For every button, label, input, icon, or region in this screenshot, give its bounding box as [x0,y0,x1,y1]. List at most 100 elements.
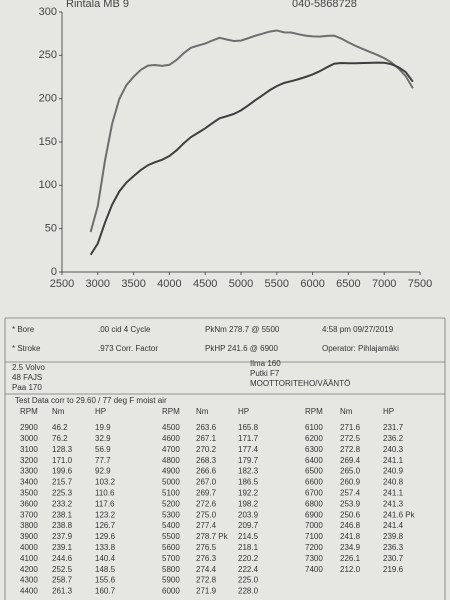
table-cell: 236.3 [383,543,404,552]
table-cell: 6300 [305,445,323,454]
table-cell: 4000 [20,543,38,552]
table-cell: 238.1 [52,510,73,519]
table-cell: 276.3 [196,554,217,563]
table-cell: 272.5 [340,434,361,443]
table-cell: 241.4 [383,521,404,530]
table-cell: 6700 [305,489,323,498]
table-cell: 3900 [20,532,38,541]
table-cell: 77.7 [95,456,111,465]
table-cell: 265.0 [340,467,361,476]
table-cell: 5600 [162,543,180,552]
info: 2.5 Volvo [12,363,45,372]
table-cell: 6200 [305,434,323,443]
phone: 040-5868728 [292,0,357,10]
table-cell: 6400 [305,456,323,465]
table-cell: 241.1 [383,456,404,465]
table-cell: 123.2 [95,510,116,519]
table-cell: 7400 [305,565,323,574]
table-cell: 177.4 [238,445,259,454]
table-cell: 4700 [162,445,180,454]
table-cell: 3100 [20,445,38,454]
table-caption: Test Data corr to 29.60 / 77 deg F moist… [15,396,167,405]
table-cell: 268.3 [196,456,217,465]
table-cell: 5400 [162,521,180,530]
info: PkHP 241.6 @ 6900 [205,344,278,353]
y-tick-label: 300 [39,6,57,18]
table-cell: 267.0 [196,478,217,487]
x-tick-label: 2500 [50,278,74,290]
table-cell: 260.9 [340,478,361,487]
info: * Stroke [12,344,41,353]
table-cell: 160.7 [95,587,116,596]
table-cell: 267.1 [196,434,217,443]
table-cell: 277.4 [196,521,217,530]
column-header: Nm [340,407,353,416]
table-cell: 275.0 [196,510,217,519]
table-cell: 4600 [162,434,180,443]
table-cell: 269.4 [340,456,361,465]
table-cell: 4200 [20,565,38,574]
table-cell: 5700 [162,554,180,563]
x-tick-label: 6000 [300,278,324,290]
info: Putki F7 [250,369,280,378]
column-header: RPM [305,407,323,416]
table-cell: 3700 [20,510,38,519]
table-cell: 155.6 [95,576,116,585]
table-cell: 228.0 [238,587,259,596]
table-cell: 3000 [20,434,38,443]
table-cell: 5000 [162,478,180,487]
table-cell: 7300 [305,554,323,563]
table-cell: 274.4 [196,565,217,574]
table-cell: 179.7 [238,456,259,465]
table-cell: 171.7 [238,434,259,443]
table-cell: 3300 [20,467,38,476]
column-header: HP [95,407,106,416]
table-cell: 278.7 Pk [196,532,229,541]
table-cell: 32.9 [95,434,111,443]
table-cell: 7200 [305,543,323,552]
table-cell: 257.4 [340,489,361,498]
info: PkNm 278.7 @ 5500 [205,325,280,334]
table-cell: 252.5 [52,565,73,574]
table-cell: 46.2 [52,423,68,432]
table-cell: 198.2 [238,499,259,508]
table-cell: 261.3 [52,587,73,596]
table-cell: 2900 [20,423,38,432]
table-cell: 209.7 [238,521,259,530]
table-cell: 240.8 [383,478,404,487]
table-cell: 6800 [305,499,323,508]
table-cell: 3600 [20,499,38,508]
column-header: Nm [196,407,209,416]
info: Operator: Pihlajamäki [322,344,399,353]
table-cell: 271.9 [196,587,217,596]
table-cell: 4900 [162,467,180,476]
info: Paa 170 [12,383,42,392]
table-cell: 272.8 [340,445,361,454]
info: Ilma 160 [250,359,281,368]
table-cell: 250.6 [340,510,361,519]
y-tick-label: 0 [51,266,57,278]
table-cell: 271.6 [340,423,361,432]
table-cell: 4100 [20,554,38,563]
table-cell: 241.8 [340,532,361,541]
table-cell: 3800 [20,521,38,530]
table-cell: 226.1 [340,554,361,563]
table-cell: 165.8 [238,423,259,432]
table-cell: 225.0 [238,576,259,585]
shop-name: Rintala MB 9 [66,0,129,10]
x-tick-label: 6500 [336,278,360,290]
table-cell: 258.7 [52,576,73,585]
info: 48 FAJS [12,373,42,382]
table-cell: 4300 [20,576,38,585]
info: .973 Corr. Factor [98,344,158,353]
table-cell: 272.8 [196,576,217,585]
table-cell: 203.9 [238,510,259,519]
table-cell: 6000 [162,587,180,596]
table-cell: 270.2 [196,445,217,454]
table-cell: 239.1 [52,543,73,552]
table-cell: 269.7 [196,489,217,498]
y-tick-label: 200 [39,93,57,105]
table-cell: 233.2 [52,499,73,508]
table-cell: 212.0 [340,565,361,574]
